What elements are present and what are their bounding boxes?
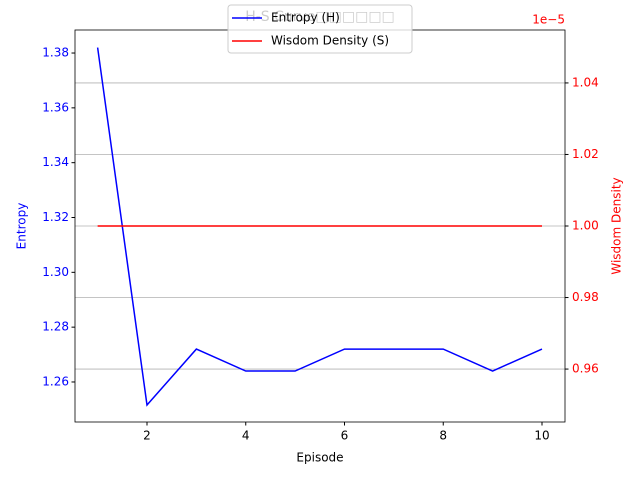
y-tick-label: 1.26 (42, 374, 69, 388)
y2-tick-label: 0.96 (572, 362, 599, 376)
y2-axis-label: Wisdom Density (610, 177, 624, 274)
y-tick-label: 1.34 (42, 155, 69, 169)
y-tick-label: 1.36 (42, 100, 69, 114)
y2-tick-label: 1.02 (572, 147, 599, 161)
y2-tick-label: 1.04 (572, 75, 599, 89)
y-axis-label: Entropy (15, 203, 29, 250)
x-tick-label: 8 (439, 429, 447, 443)
x-axis-label: Episode (296, 451, 343, 465)
series-line (96, 47, 543, 407)
y2-tick-label: 0.98 (572, 290, 599, 304)
legend-label: Wisdom Density (S) (271, 34, 389, 48)
x-tick-label: 10 (534, 429, 549, 443)
legend-label: Entropy (H) (271, 11, 340, 25)
y2-tick-label: 1.00 (572, 219, 599, 233)
legend-box (227, 4, 413, 54)
legend: Entropy (H) Wisdom Density (S) (227, 4, 413, 54)
x-tick-label: 2 (143, 429, 151, 443)
x-tick-label: 4 (242, 429, 250, 443)
y-tick-label: 1.28 (42, 320, 69, 334)
y-tick-label: 1.38 (42, 46, 69, 60)
y-tick-label: 1.32 (42, 210, 69, 224)
x-tick-label: 6 (341, 429, 349, 443)
y-tick-label: 1.30 (42, 265, 69, 279)
y2-offset-label: 1e−5 (532, 13, 565, 27)
